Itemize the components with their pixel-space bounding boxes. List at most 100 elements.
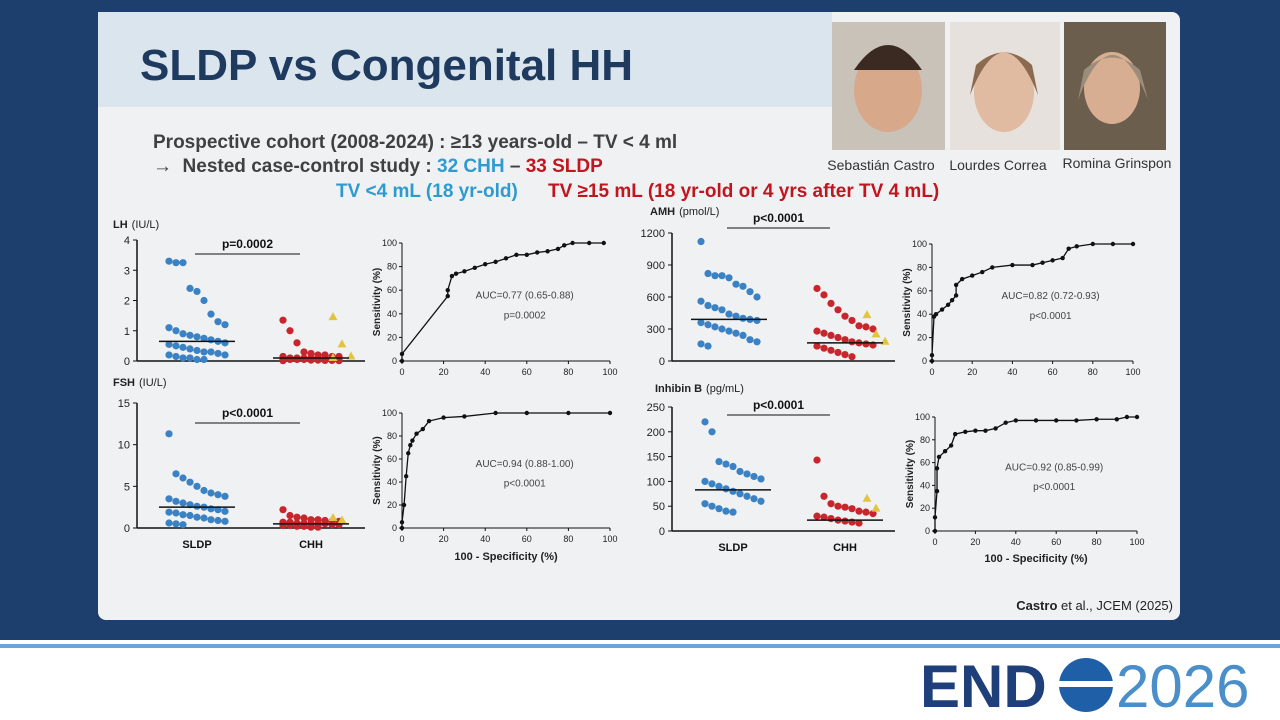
- roc-point: [936, 454, 942, 460]
- x-tick-label: SLDP: [718, 542, 747, 554]
- y-tick-label: 2: [124, 296, 130, 308]
- x-axis-label: 100 - Specificity (%): [984, 553, 1088, 565]
- data-point: [848, 353, 856, 361]
- y-tick-label: 0: [392, 356, 397, 366]
- data-point: [871, 329, 881, 338]
- y-tick-label: 100: [647, 476, 665, 488]
- data-point: [869, 325, 877, 333]
- y-tick-label: 15: [118, 398, 130, 410]
- data-point: [834, 333, 842, 342]
- roc-point: [1074, 418, 1079, 423]
- y-tick-label: 60: [917, 286, 927, 296]
- data-point: [701, 500, 709, 508]
- data-point: [834, 348, 842, 357]
- data-point: [179, 343, 187, 351]
- data-point: [207, 336, 215, 344]
- logo-globe: [1059, 658, 1113, 712]
- data-point: [214, 318, 222, 326]
- data-point: [871, 503, 881, 512]
- data-point: [186, 511, 194, 520]
- axis-label-unit: (IU/L): [139, 377, 167, 389]
- photo-caption: Lourdes Correa: [949, 157, 1046, 173]
- roc-point: [426, 418, 432, 424]
- data-point: [753, 316, 761, 325]
- roc-point: [399, 525, 405, 531]
- data-point: [813, 456, 821, 464]
- data-point: [193, 513, 201, 521]
- roc-point: [1040, 260, 1045, 265]
- roc-point: [524, 252, 529, 257]
- x-tick-label: 40: [480, 534, 490, 544]
- data-point: [193, 333, 201, 341]
- data-point: [300, 348, 308, 356]
- data-point: [729, 508, 737, 516]
- data-point: [746, 288, 754, 296]
- roc-point: [1130, 241, 1136, 247]
- roc-point: [493, 259, 498, 265]
- y-tick-label: 40: [387, 477, 397, 487]
- data-point: [286, 327, 294, 335]
- roc-point: [449, 273, 455, 279]
- data-point: [753, 293, 761, 301]
- data-point: [820, 492, 828, 500]
- data-point: [179, 330, 187, 338]
- data-point: [862, 310, 872, 319]
- data-point: [697, 297, 705, 305]
- data-point: [813, 512, 821, 520]
- data-point: [221, 339, 229, 347]
- data-point: [186, 478, 194, 486]
- roc-point: [953, 431, 958, 437]
- data-point: [214, 491, 222, 499]
- x-tick-label: 100: [1125, 367, 1140, 377]
- x-tick-label: 0: [399, 367, 404, 377]
- roc-point: [1030, 262, 1035, 268]
- data-point: [214, 349, 222, 358]
- data-point: [221, 321, 229, 329]
- roc-point: [545, 249, 550, 254]
- photo-hair: [1078, 55, 1148, 100]
- data-point: [820, 329, 828, 337]
- x-tick-label: 80: [1092, 537, 1102, 547]
- axis-label-name: AMH: [650, 206, 675, 218]
- data-point: [207, 310, 215, 318]
- data-point: [827, 299, 835, 307]
- y-tick-label: 100: [382, 408, 397, 418]
- x-tick-label: 80: [563, 534, 573, 544]
- data-point: [732, 280, 740, 288]
- y-tick-label: 600: [647, 292, 665, 304]
- data-point: [314, 523, 322, 531]
- data-point: [286, 511, 294, 520]
- data-point: [328, 352, 338, 361]
- x-tick-label: SLDP: [182, 539, 211, 551]
- x-tick-label: 100: [1129, 537, 1144, 547]
- y-tick-label: 100: [912, 239, 927, 249]
- roc-point: [1010, 262, 1015, 268]
- x-tick-label: 100: [602, 534, 617, 544]
- roc-point: [953, 282, 959, 288]
- y-tick-label: 1200: [641, 228, 665, 240]
- data-point: [729, 487, 737, 495]
- data-point: [200, 348, 208, 356]
- y-tick-label: 40: [387, 309, 397, 319]
- data-point: [722, 485, 730, 493]
- data-point: [165, 324, 173, 332]
- data-point: [862, 323, 870, 331]
- text: –: [505, 156, 526, 177]
- data-point: [307, 523, 315, 531]
- data-point: [165, 257, 173, 265]
- axis-label-unit: (pmol/L): [679, 206, 719, 218]
- data-point: [179, 499, 187, 507]
- x-axis-label: 100 - Specificity (%): [454, 551, 558, 563]
- y-tick-label: 100: [382, 238, 397, 248]
- slide-card: [98, 12, 1180, 620]
- data-point: [193, 287, 201, 296]
- data-point: [165, 495, 173, 503]
- data-point: [172, 342, 180, 350]
- data-point: [193, 346, 201, 355]
- data-point: [841, 336, 849, 344]
- data-point: [221, 351, 229, 359]
- data-point: [820, 291, 828, 299]
- y-tick-label: 100: [915, 412, 930, 422]
- photo-caption: Sebastián Castro: [827, 157, 935, 173]
- photo-caption: Romina Grinspon: [1063, 155, 1172, 171]
